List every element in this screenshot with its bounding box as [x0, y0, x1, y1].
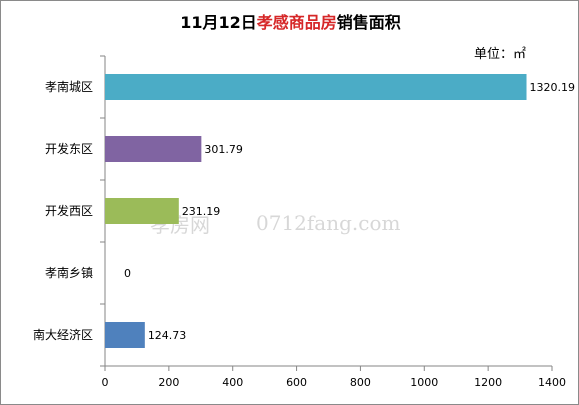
category-label: 开发东区: [45, 141, 93, 156]
chart-title: 11月12日孝感商品房销售面积: [1, 9, 579, 33]
data-label: 0: [124, 267, 131, 280]
chart-title-prefix: 11月12日: [180, 13, 257, 32]
x-tick-label: 1400: [538, 376, 566, 389]
category-label: 孝南城区: [45, 79, 93, 94]
bar: [105, 136, 202, 162]
x-tick-label: 0: [102, 376, 109, 389]
x-tick-label: 800: [350, 376, 371, 389]
bar: [105, 74, 527, 100]
x-tick-label: 1200: [474, 376, 502, 389]
x-tick-label: 200: [158, 376, 179, 389]
data-label: 231.19: [182, 205, 221, 218]
chart-title-suffix: 销售面积: [336, 13, 401, 32]
chart-title-highlight: 孝感商品房: [256, 13, 337, 32]
category-label: 开发西区: [45, 203, 93, 218]
data-label: 124.73: [148, 329, 187, 342]
watermark-site-text: 0712fang.com: [256, 211, 401, 235]
category-label: 孝南乡镇: [45, 265, 93, 280]
bar: [105, 322, 145, 348]
x-tick-label: 400: [222, 376, 243, 389]
bar: [105, 198, 179, 224]
unit-label: 单位：㎡: [473, 47, 526, 62]
data-label: 1320.19: [530, 81, 576, 94]
x-tick-label: 600: [286, 376, 307, 389]
data-label: 301.79: [204, 143, 243, 156]
category-label: 南大经济区: [33, 327, 93, 342]
x-tick-label: 1000: [410, 376, 438, 389]
